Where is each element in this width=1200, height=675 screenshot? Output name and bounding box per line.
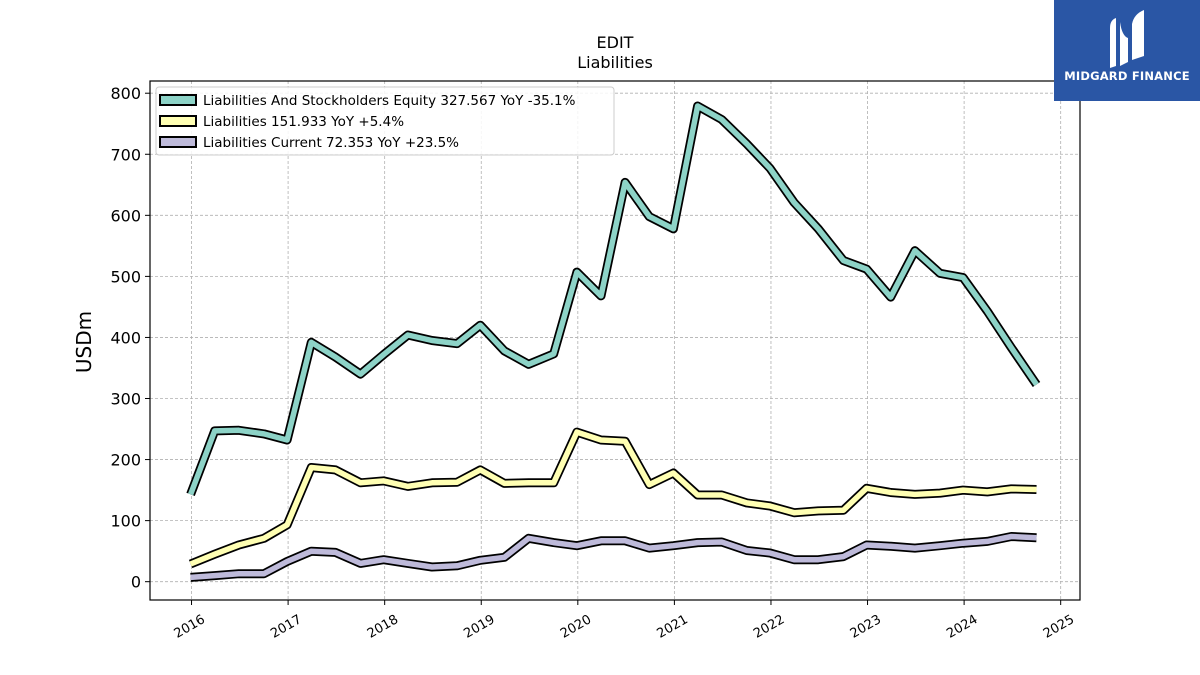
legend-label-current: Liabilities Current 72.353 YoY +23.5% [203,135,459,151]
series-line-equity [188,103,1039,496]
chart-subtitle: Liabilities [577,53,653,72]
plot-frame [149,80,1081,601]
y-tick-label: 700 [110,145,141,164]
x-tick-label: 2025 [1041,612,1077,642]
brand-logo: MIDGARD FINANCE [1054,0,1200,101]
legend-label-liabilities: Liabilities 151.933 YoY +5.4% [203,114,404,130]
legend-swatch-liabilities [159,115,197,127]
y-axis-label: USDm [72,311,96,373]
x-tick-label: 2024 [944,612,980,642]
x-tick-label: 2019 [461,612,497,642]
y-tick-label: 100 [110,512,141,531]
legend-swatch-current [159,136,197,148]
series-layer [186,101,1041,582]
legend-label-equity: Liabilities And Stockholders Equity 327.… [203,93,576,109]
legend-box [155,86,615,156]
chart-title: EDIT [597,33,634,52]
x-tick-label: 2022 [751,612,787,642]
y-tick-label: 400 [110,328,141,347]
y-tick-label: 600 [110,206,141,225]
x-tick-label: 2021 [655,612,691,642]
y-axis-ticks: 0 100 200 300 400 500 600 700 800 [110,84,150,592]
y-tick-label: 200 [110,451,141,470]
series-line-current [190,533,1037,581]
legend-swatch-equity [159,94,197,106]
x-tick-label: 2018 [365,612,401,642]
brand-mark-icon [1110,10,1144,68]
y-tick-label: 800 [110,84,141,103]
x-tick-label: 2017 [268,612,304,642]
x-tick-label: 2016 [172,612,208,642]
x-tick-label: 2020 [558,612,594,642]
brand-name: MIDGARD FINANCE [1064,69,1190,83]
series-line-liabilities [189,429,1037,567]
x-axis-ticks: 2016 2017 2018 2019 2020 2021 2022 2023 2024 2025 [172,600,1077,642]
x-tick-label: 2023 [848,612,884,642]
y-tick-label: 300 [110,390,141,409]
y-tick-label: 500 [110,267,141,286]
legend: Liabilities And Stockholders Equity 327.… [155,86,615,156]
y-tick-label: 0 [131,573,141,592]
